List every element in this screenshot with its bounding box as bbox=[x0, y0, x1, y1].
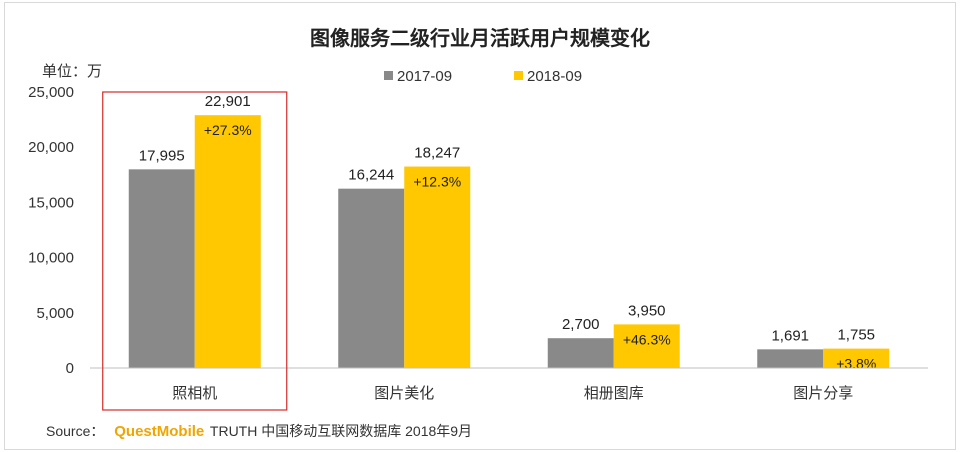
data-label-2017: 17,995 bbox=[139, 147, 185, 164]
data-label-2018: 22,901 bbox=[205, 93, 251, 110]
data-label-2018: 18,247 bbox=[414, 145, 460, 162]
x-category-label: 照相机 bbox=[172, 385, 217, 402]
data-label-2017: 16,244 bbox=[348, 167, 394, 184]
x-category-label: 图片美化 bbox=[374, 385, 434, 402]
y-tick-label: 10,000 bbox=[28, 250, 74, 267]
x-category-label: 图片分享 bbox=[793, 385, 853, 402]
y-tick-label: 5,000 bbox=[36, 305, 74, 322]
data-label-2017: 2,700 bbox=[562, 316, 600, 333]
x-axis: 照相机 图片美化 相册图库 图片分享 bbox=[90, 367, 928, 402]
growth-label: +12.3% bbox=[413, 174, 461, 190]
legend-label: 2018-09 bbox=[527, 68, 582, 85]
bar-2017 bbox=[128, 169, 195, 368]
bar-2018 bbox=[823, 348, 890, 368]
source-note: Source： QuestMobile TRUTH 中国移动互联网数据库 201… bbox=[46, 423, 472, 440]
growth-label: +27.3% bbox=[204, 122, 252, 138]
bar-2018 bbox=[194, 115, 261, 368]
source-rest: TRUTH 中国移动互联网数据库 2018年9月 bbox=[210, 423, 472, 439]
bar-2017 bbox=[338, 188, 405, 368]
x-category-label: 相册图库 bbox=[584, 385, 644, 402]
data-label-2018: 3,950 bbox=[628, 302, 666, 319]
data-label-2018: 1,755 bbox=[837, 327, 875, 344]
legend-swatch bbox=[514, 71, 523, 80]
bar-2017 bbox=[547, 338, 614, 368]
y-axis: 0 5,000 10,000 15,000 20,000 25,000 bbox=[28, 84, 74, 377]
bar-2017 bbox=[757, 349, 824, 368]
data-label-2017: 1,691 bbox=[771, 327, 809, 344]
chart-title: 图像服务二级行业月活跃用户规模变化 bbox=[310, 26, 650, 50]
growth-label: +3.8% bbox=[836, 356, 876, 372]
legend: 2017-09 2018-09 bbox=[384, 68, 582, 85]
growth-label: +46.3% bbox=[623, 331, 671, 347]
y-tick-label: 15,000 bbox=[28, 194, 74, 211]
bars: 17,995 22,901 +27.3% 16,244 18,247 +12.3% 2,70… bbox=[128, 93, 890, 372]
bar-2018 bbox=[613, 324, 680, 368]
unit-label: 单位：万 bbox=[42, 63, 102, 80]
source-brand: QuestMobile bbox=[114, 423, 204, 440]
y-tick-label: 20,000 bbox=[28, 139, 74, 156]
y-tick-label: 0 bbox=[66, 360, 74, 377]
highlight-box bbox=[102, 91, 288, 411]
legend-label: 2017-09 bbox=[397, 68, 452, 85]
legend-swatch bbox=[384, 71, 393, 80]
chart-frame bbox=[4, 2, 956, 450]
source-prefix: Source： bbox=[46, 423, 104, 439]
y-tick-label: 25,000 bbox=[28, 84, 74, 101]
bar-2018 bbox=[404, 166, 471, 368]
